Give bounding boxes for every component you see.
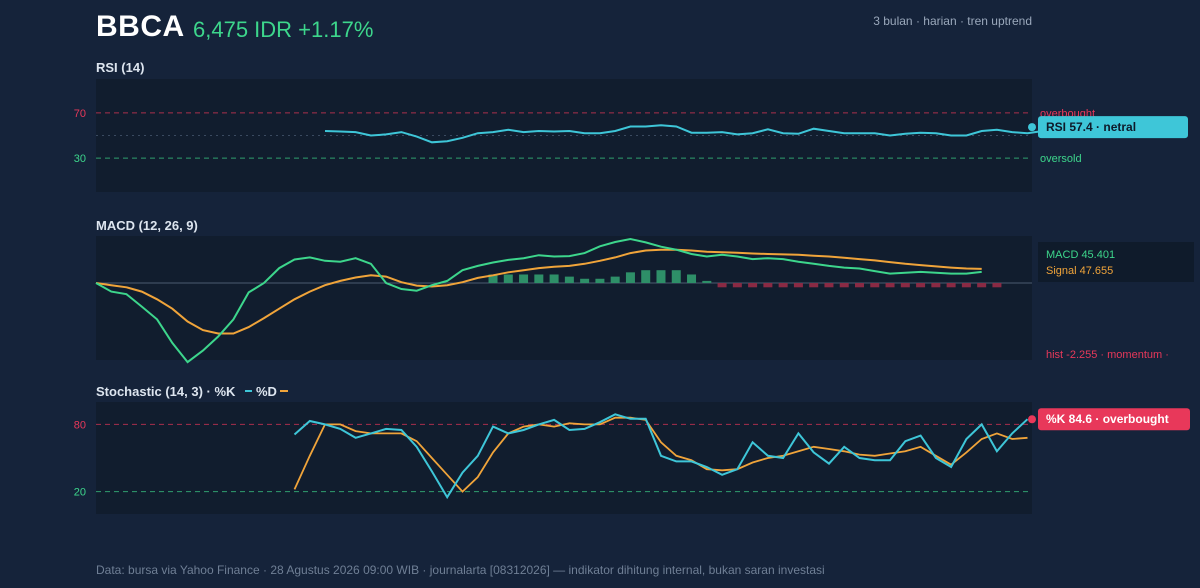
rsi-title: RSI (14) [96, 60, 144, 75]
price-change: 6,475 IDR +1.17% [193, 17, 374, 42]
macd-hist-bar [809, 283, 819, 288]
macd-hist-bar [961, 283, 971, 288]
macd-hist-bar [732, 283, 742, 288]
macd-readout-value: MACD 45.401 [1046, 249, 1115, 261]
rsi-oversold-label: oversold [1040, 153, 1082, 165]
macd-hist-bar [488, 274, 498, 284]
ticker-symbol: BBCA [96, 10, 185, 43]
macd-hist-bar [916, 283, 926, 288]
footer-source: Data: bursa via Yahoo Finance · 28 Agust… [96, 563, 825, 577]
macd-hist-bar [870, 283, 880, 288]
macd-hist-bar [564, 276, 574, 284]
rsi-callout: RSI 57.4 · netral [1046, 120, 1136, 134]
macd-hist-bar [702, 280, 712, 284]
macd-hist-bar [855, 283, 864, 288]
stoch-last-point [1028, 415, 1036, 424]
macd-hist-bar [519, 274, 529, 284]
macd-hist-bar [656, 270, 666, 284]
macd-readout-box [1038, 242, 1194, 282]
macd-hist-bar [946, 283, 956, 288]
macd-hist-bar [687, 274, 697, 284]
macd-signal-line [95, 248, 982, 335]
macd-hist-bar [900, 283, 910, 288]
stoch-callout-bg [1038, 408, 1190, 431]
macd-line [95, 237, 982, 364]
macd-hist-bar [992, 283, 1002, 288]
rsi-tick-label: 70 [74, 108, 86, 120]
rsi-last-point [1028, 123, 1036, 132]
stoch-title: Stochastic (14, 3) · %K [96, 384, 236, 399]
stoch-panel [96, 402, 1032, 514]
rsi-tick-label: 30 [74, 153, 86, 165]
macd-hist-bar [503, 274, 513, 284]
macd-hist-bar [671, 270, 681, 284]
macd-hist-bar [580, 278, 590, 284]
macd-hist-bar [885, 283, 895, 288]
macd-hist-bar [793, 283, 803, 288]
macd-panel [96, 236, 1032, 360]
stoch-callout: %K 84.6 · overbought [1046, 412, 1169, 426]
macd-hist-bar [763, 283, 773, 288]
macd-hist-bar [931, 283, 941, 288]
rsi-line [324, 124, 1059, 144]
macd-hist-bar [549, 274, 559, 284]
macd-hist-bar [748, 283, 758, 288]
macd-hist-bar [778, 283, 788, 288]
macd-hist-bar [824, 283, 834, 288]
stoch-d-line [293, 416, 1028, 493]
macd-hist-bar [839, 283, 849, 288]
macd-hist-bar [717, 283, 727, 288]
macd-hist-bar [595, 278, 605, 284]
macd-hist-bar [534, 274, 544, 284]
stoch-d-legend-label: %D [256, 384, 277, 399]
chart-meta: 3 bulan · harian · tren uptrend [873, 14, 1032, 28]
rsi-callout-bg [1038, 116, 1188, 139]
macd-hist-bar [641, 270, 651, 284]
macd-hist-bar [625, 272, 635, 284]
stoch-tick-label: 20 [74, 487, 86, 499]
hist-readout-value: hist -2.255 · momentum · [1046, 349, 1169, 361]
macd-hist-bar [977, 283, 987, 288]
signal-readout-value: Signal 47.655 [1046, 265, 1113, 277]
macd-title: MACD (12, 26, 9) [96, 218, 198, 233]
macd-hist-bar [610, 276, 620, 284]
stoch-k-line [293, 413, 1029, 500]
stoch-tick-label: 80 [74, 419, 86, 431]
